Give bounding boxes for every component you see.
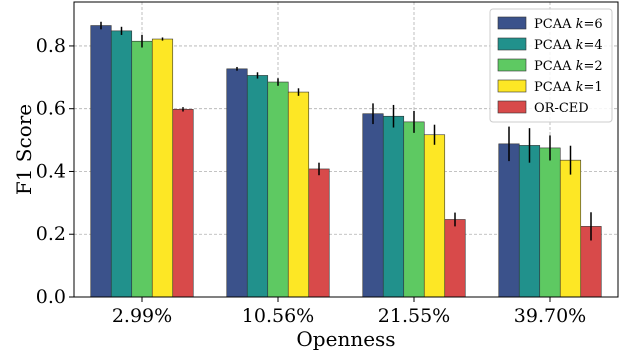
y-tick-label: 0.8 [36, 35, 66, 57]
bar [518, 145, 541, 298]
bar [423, 134, 446, 298]
bar [172, 109, 194, 298]
legend-label-part: k [576, 17, 584, 32]
bars [90, 21, 602, 298]
bar [403, 121, 425, 298]
axes: 0.0 0.2 0.4 0.6 0.8 2.99% 10.56% 21.55% 39.70% [36, 1, 619, 327]
legend-label-part: OR-CED [534, 101, 589, 116]
legend-label: PCAA k=6 [534, 17, 603, 32]
y-tick-label: 0.6 [36, 98, 66, 120]
x-tick-label: 2.99% [112, 305, 172, 327]
x-tick-label: 39.70% [514, 305, 586, 327]
y-tick-label: 0.2 [36, 223, 66, 245]
legend-swatch [497, 100, 527, 114]
legend-swatch [497, 37, 527, 51]
legend-swatch [497, 79, 527, 93]
y-tick-label: 0.0 [36, 286, 66, 308]
legend-swatch [497, 58, 527, 72]
x-tick-label: 21.55% [378, 305, 450, 327]
legend-label-part: k [576, 80, 584, 95]
bar [90, 25, 112, 298]
legend-label-part: PCAA [534, 59, 576, 74]
bar [246, 75, 269, 298]
legend-label-part: PCAA [534, 17, 576, 32]
bar [559, 159, 582, 298]
legend-label: OR-CED [534, 101, 589, 116]
plot-frame [73, 1, 619, 298]
legend-label-part: k [576, 59, 584, 74]
bar [444, 219, 466, 298]
bar [539, 147, 561, 298]
y-tick-label: 0.4 [36, 160, 66, 182]
legend-label-part: PCAA [534, 80, 576, 95]
legend-label: PCAA k=2 [534, 59, 603, 74]
bar [308, 168, 330, 298]
legend-label-part: =4 [584, 38, 603, 53]
legend-label-part: =6 [584, 17, 603, 32]
legend-label-part: k [576, 38, 584, 53]
bar [287, 91, 310, 298]
bar [131, 40, 153, 298]
bar [382, 115, 405, 298]
legend-label: PCAA k=4 [534, 38, 603, 53]
bar [151, 38, 174, 298]
bar [362, 113, 384, 298]
legend-label: PCAA k=1 [534, 80, 603, 95]
legend-box [489, 8, 613, 123]
bar [498, 143, 520, 298]
x-axis-title: Openness [296, 327, 395, 351]
legend-label-part: PCAA [534, 38, 576, 53]
y-axis-title: F1 Score [12, 104, 36, 195]
legend-label-part: =1 [584, 80, 603, 95]
bar [267, 81, 289, 298]
bar [226, 68, 248, 298]
bar [110, 30, 133, 298]
x-tick-label: 10.56% [242, 305, 314, 327]
legend-label-part: =2 [584, 59, 603, 74]
legend-swatch [497, 16, 527, 30]
